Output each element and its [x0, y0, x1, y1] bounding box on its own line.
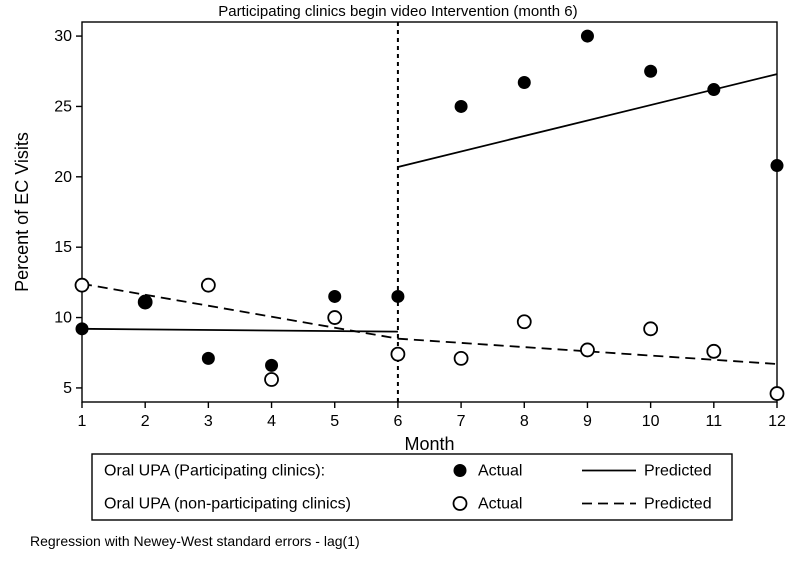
data-point: [518, 315, 531, 328]
y-tick-label: 15: [54, 239, 72, 256]
legend-series-prefix: Oral UPA (non-participating clinics): [104, 496, 351, 513]
y-tick-label: 25: [54, 98, 72, 115]
footnote: Regression with Newey-West standard erro…: [30, 533, 360, 549]
data-point: [581, 343, 594, 356]
data-point: [771, 159, 784, 172]
data-point: [644, 65, 657, 78]
x-tick-label: 10: [642, 413, 660, 430]
x-tick-label: 3: [204, 413, 213, 430]
y-tick-label: 20: [54, 169, 72, 186]
legend-item-label: Predicted: [644, 496, 712, 513]
x-tick-label: 5: [330, 413, 339, 430]
data-point: [265, 359, 278, 372]
y-tick-label: 5: [63, 380, 72, 397]
data-point: [707, 345, 720, 358]
data-point: [771, 387, 784, 400]
y-tick-label: 10: [54, 310, 72, 327]
x-tick-label: 11: [706, 413, 723, 430]
data-point: [202, 352, 215, 365]
data-point: [265, 373, 278, 386]
data-point: [202, 279, 215, 292]
data-point: [76, 322, 89, 335]
chart-svg: 51015202530123456789101112MonthPercent o…: [0, 0, 800, 561]
x-tick-label: 4: [267, 413, 276, 430]
data-point: [328, 290, 341, 303]
data-point: [328, 311, 341, 324]
data-point: [391, 348, 404, 361]
data-point: [581, 30, 594, 43]
legend-item-label: Predicted: [644, 463, 712, 480]
x-tick-label: 2: [141, 413, 150, 430]
x-tick-label: 1: [78, 413, 87, 430]
data-point: [76, 279, 89, 292]
data-point: [644, 322, 657, 335]
legend-item-label: Actual: [478, 463, 522, 480]
legend-marker-icon: [454, 464, 467, 477]
x-tick-label: 7: [457, 413, 466, 430]
data-point: [139, 296, 152, 309]
x-tick-label: 12: [768, 413, 786, 430]
intervention-annotation: Participating clinics begin video Interv…: [218, 3, 577, 20]
chart-container: 51015202530123456789101112MonthPercent o…: [0, 0, 800, 561]
data-point: [707, 83, 720, 96]
x-tick-label: 9: [583, 413, 592, 430]
data-point: [455, 100, 468, 113]
x-tick-label: 6: [393, 413, 402, 430]
y-axis-label: Percent of EC Visits: [12, 132, 32, 292]
y-tick-label: 30: [54, 28, 72, 45]
data-point: [391, 290, 404, 303]
legend-series-prefix: Oral UPA (Participating clinics):: [104, 463, 325, 480]
data-point: [455, 352, 468, 365]
data-point: [518, 76, 531, 89]
x-axis-label: Month: [404, 434, 454, 454]
legend-item-label: Actual: [478, 496, 522, 513]
x-tick-label: 8: [520, 413, 529, 430]
legend-marker-icon: [454, 497, 467, 510]
